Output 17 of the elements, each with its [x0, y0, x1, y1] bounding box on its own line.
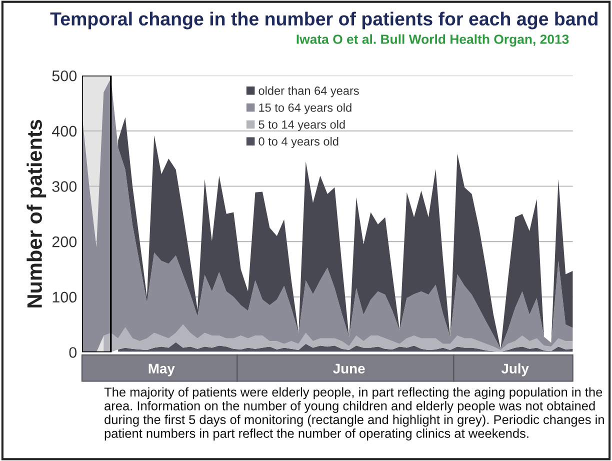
y-tick-label: 300 — [52, 181, 77, 192]
legend-label: older than 64 years — [258, 86, 359, 98]
legend-label: 5 to 14 years old — [258, 120, 345, 132]
chart-title: Temporal change in the number of patients for each age band — [50, 12, 598, 30]
x-tick-label: July — [501, 363, 529, 376]
legend-label: 15 to 64 years old — [259, 103, 352, 114]
x-tick-label: May — [148, 364, 175, 376]
y-tick-label: 0 — [69, 347, 77, 358]
legend-label: 0 to 4 years old — [258, 136, 338, 148]
text: The majority of patients were elderly people, in part reflecting the aging population in the area. Information on the number of young children and elderly people was not obtained during the first 5 days of monitoring (rectangle and highlight in grey). Periodic changes in patient numbers in part reflect the number of operating clinics at weekends. — [104, 387, 604, 440]
chart-subtitle: Iwata O et al. Bull World Health Organ, 2013 — [296, 34, 569, 47]
y-tick-label: 400 — [52, 126, 77, 137]
y-tick-label: 200 — [52, 236, 77, 248]
y-tick-label: 100 — [52, 292, 77, 303]
y-tick-label: 500 — [52, 70, 77, 82]
y-axis-title: Number of patients — [26, 120, 46, 308]
x-tick-label: June — [333, 364, 365, 374]
